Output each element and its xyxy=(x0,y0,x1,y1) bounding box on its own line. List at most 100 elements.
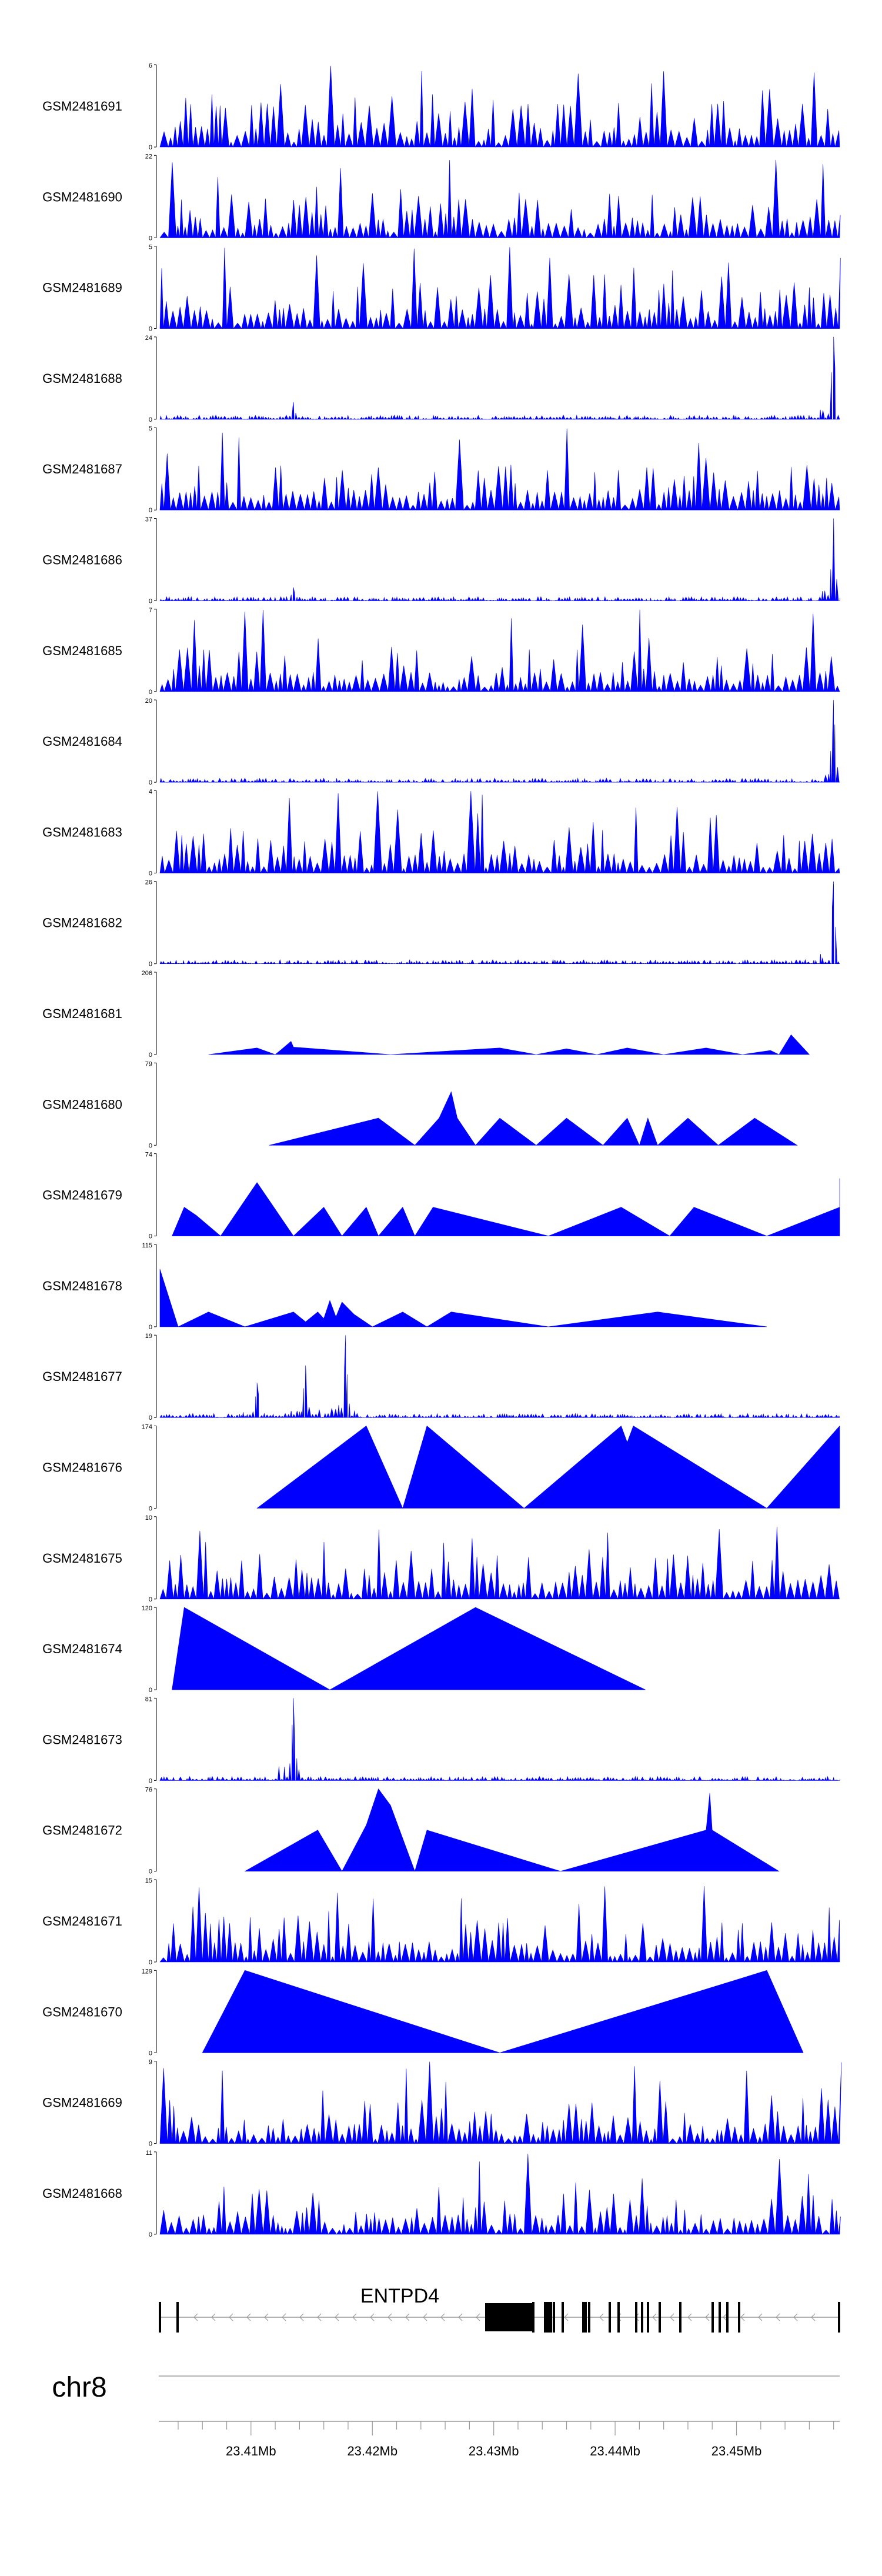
track-GSM2481668: GSM2481668 11 0 xyxy=(42,2150,841,2238)
strand-arrow-icon xyxy=(705,2313,710,2321)
track-label: GSM2481671 xyxy=(42,1914,122,1928)
ymin-label: 0 xyxy=(149,870,152,877)
track-label: GSM2481669 xyxy=(42,2095,122,2110)
track-GSM2481678: GSM2481678 115 0 xyxy=(42,1242,767,1331)
ymin-label: 0 xyxy=(149,2050,152,2057)
track-GSM2481683: GSM2481683 4 0 xyxy=(42,788,840,877)
coverage-area xyxy=(202,1970,804,2053)
track-GSM2481676: GSM2481676 174 0 xyxy=(42,1424,840,1513)
strand-arrow-icon xyxy=(423,2313,427,2321)
strand-arrow-icon xyxy=(387,2313,392,2321)
track-label: GSM2481680 xyxy=(42,1097,122,1112)
ymin-label: 0 xyxy=(149,1959,152,1966)
coverage-area xyxy=(172,1178,840,1237)
axis-tick-label: 23.45Mb xyxy=(711,2444,762,2458)
strand-arrow-icon xyxy=(352,2313,357,2321)
exon xyxy=(562,2302,564,2333)
strand-arrow-icon xyxy=(776,2313,780,2321)
track-GSM2481674: GSM2481674 120 0 xyxy=(42,1605,646,1694)
ymax-label: 74 xyxy=(145,1152,152,1159)
strand-arrow-icon xyxy=(670,2313,674,2321)
track-label: GSM2481672 xyxy=(42,1823,122,1838)
ymax-label: 120 xyxy=(142,1605,152,1612)
ymax-label: 206 xyxy=(142,970,152,977)
track-label: GSM2481673 xyxy=(42,1732,122,1747)
track-GSM2481672: GSM2481672 76 0 xyxy=(42,1787,780,1876)
track-label: GSM2481681 xyxy=(42,1006,122,1021)
exon xyxy=(176,2302,179,2333)
track-label: GSM2481691 xyxy=(42,99,122,114)
ymax-label: 11 xyxy=(146,2150,152,2157)
ymax-label: 15 xyxy=(145,1877,152,1884)
ymin-label: 0 xyxy=(149,1596,152,1603)
strand-arrow-icon xyxy=(246,2313,251,2321)
ymin-label: 0 xyxy=(149,1324,152,1331)
strand-arrow-icon xyxy=(793,2313,798,2321)
track-GSM2481681: GSM2481681 206 0 xyxy=(42,970,810,1059)
strand-arrow-icon xyxy=(458,2313,463,2321)
ymax-label: 129 xyxy=(142,1968,152,1975)
ymax-label: 22 xyxy=(145,153,152,160)
ymin-label: 0 xyxy=(149,1506,152,1513)
ymin-label: 0 xyxy=(149,1142,152,1149)
track-label: GSM2481686 xyxy=(42,553,122,568)
ymin-label: 0 xyxy=(149,144,152,151)
strand-arrow-icon xyxy=(687,2313,692,2321)
track-GSM2481686: GSM2481686 37 0 xyxy=(42,516,840,605)
exon xyxy=(588,2302,590,2333)
axis-tick-label: 23.43Mb xyxy=(469,2444,519,2458)
strand-arrow-icon xyxy=(476,2313,480,2321)
track-GSM2481670: GSM2481670 129 0 xyxy=(42,1968,804,2057)
track-label: GSM2481688 xyxy=(42,371,122,386)
exon xyxy=(159,2302,161,2333)
coverage-area xyxy=(256,1425,840,1509)
strand-arrow-icon xyxy=(299,2313,304,2321)
strand-arrow-icon xyxy=(229,2313,233,2321)
ymin-label: 0 xyxy=(149,598,152,605)
coverage-area xyxy=(208,1034,810,1055)
track-label: GSM2481682 xyxy=(42,916,122,930)
ymax-label: 6 xyxy=(149,62,152,69)
strand-arrow-icon xyxy=(335,2313,339,2321)
track-GSM2481679: GSM2481679 74 0 xyxy=(42,1152,840,1240)
ymin-label: 0 xyxy=(149,507,152,514)
track-label: GSM2481683 xyxy=(42,825,122,839)
ymax-label: 26 xyxy=(145,879,152,886)
ymax-label: 79 xyxy=(145,1060,152,1067)
coverage-area xyxy=(159,1335,840,1419)
coverage-area xyxy=(159,2061,842,2144)
ymin-label: 0 xyxy=(149,1052,152,1059)
ymin-label: 0 xyxy=(149,2141,152,2148)
gene-annotation-panel: ENTPD4 xyxy=(159,2285,840,2333)
coverage-area xyxy=(172,1607,646,1690)
track-GSM2481685: GSM2481685 7 0 xyxy=(42,607,840,696)
exon xyxy=(635,2302,637,2333)
ymin-label: 0 xyxy=(149,416,152,423)
strand-arrow-icon xyxy=(405,2313,410,2321)
ymax-label: 20 xyxy=(145,698,152,705)
ymin-label: 0 xyxy=(149,1868,152,1876)
exon xyxy=(485,2303,532,2331)
strand-arrow-icon xyxy=(758,2313,763,2321)
track-GSM2481687: GSM2481687 5 0 xyxy=(42,425,840,514)
track-GSM2481690: GSM2481690 22 0 xyxy=(42,153,841,242)
exon xyxy=(647,2302,649,2333)
exon xyxy=(617,2302,620,2333)
exon xyxy=(641,2302,643,2333)
strand-arrow-icon xyxy=(740,2313,745,2321)
track-GSM2481669: GSM2481669 9 0 xyxy=(42,2059,842,2148)
strand-arrow-icon xyxy=(440,2313,445,2321)
exon xyxy=(838,2302,840,2333)
exon xyxy=(719,2302,721,2333)
exon xyxy=(726,2302,729,2333)
coverage-area xyxy=(159,609,840,692)
track-GSM2481671: GSM2481671 15 0 xyxy=(42,1877,840,1966)
track-label: GSM2481679 xyxy=(42,1188,122,1203)
ymax-label: 174 xyxy=(142,1424,152,1431)
coverage-area xyxy=(159,1886,840,1963)
gene-label: ENTPD4 xyxy=(360,2285,439,2307)
track-label: GSM2481674 xyxy=(42,1641,122,1656)
track-GSM2481682: GSM2481682 26 0 xyxy=(42,879,840,968)
strand-arrow-icon xyxy=(282,2313,286,2321)
